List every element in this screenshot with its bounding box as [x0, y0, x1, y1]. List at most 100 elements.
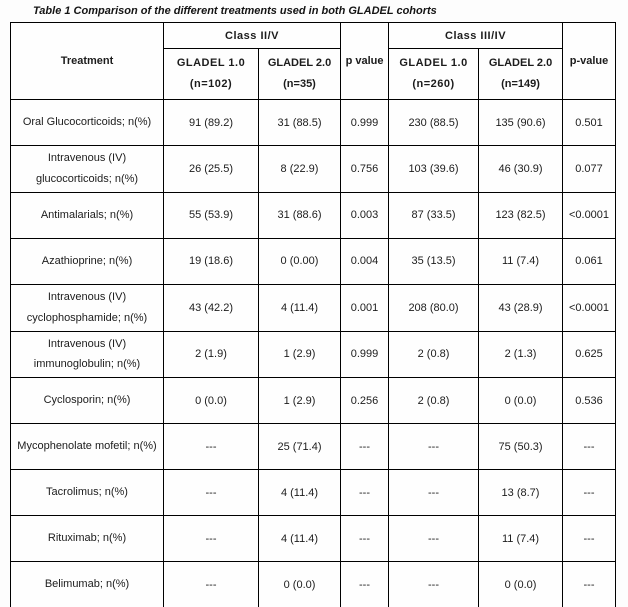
cohort-name: GLADEL 1.0: [399, 57, 468, 70]
value-cell: 0.001: [340, 283, 390, 332]
treatment-cell: Tacrolimus; n(%): [10, 469, 164, 517]
value-cell: 0.061: [562, 237, 617, 285]
value-cell: <0.0001: [562, 283, 617, 332]
value-cell: ---: [163, 515, 259, 563]
value-cell: 87 (33.5): [388, 191, 480, 239]
value-cell: ---: [340, 469, 390, 517]
treatments-table: Treatment Class II/V p value Class III/I…: [10, 22, 617, 607]
table-row: Intravenous (IV) cyclophosphamide; n(%) …: [10, 283, 617, 332]
value-cell: 1 (2.9): [257, 330, 342, 379]
value-cell: <0.0001: [562, 191, 617, 239]
value-cell: 208 (80.0): [388, 283, 480, 332]
value-cell: ---: [388, 469, 480, 517]
value-cell: 0 (0.0): [257, 561, 342, 607]
value-cell: 26 (25.5): [163, 145, 259, 193]
value-cell: 0.077: [562, 145, 617, 193]
value-cell: 0 (0.0): [163, 377, 259, 425]
table-row: Cyclosporin; n(%) 0 (0.0) 1 (2.9) 0.256 …: [10, 377, 617, 425]
header-class-ii-v: Class II/V: [162, 22, 342, 49]
value-cell: ---: [388, 423, 480, 471]
value-cell: ---: [562, 515, 617, 563]
table-row: Rituximab; n(%) --- 4 (11.4) --- --- 11 …: [10, 515, 617, 563]
header-gladel10-n102: GLADEL 1.0 (n=102): [163, 48, 259, 100]
value-cell: 0 (0.00): [257, 237, 342, 285]
value-cell: 0.999: [340, 99, 390, 146]
value-cell: 43 (42.2): [163, 283, 259, 332]
value-cell: 123 (82.5): [478, 191, 564, 239]
treatment-cell: Azathioprine; n(%): [10, 237, 164, 285]
value-cell: ---: [340, 561, 390, 607]
cohort-n: (n=260): [412, 78, 455, 90]
header-treatment: Treatment: [10, 22, 164, 100]
value-cell: 11 (7.4): [478, 515, 564, 563]
table-row: Mycophenolate mofetil; n(%) --- 25 (71.4…: [10, 423, 617, 471]
value-cell: ---: [163, 561, 259, 607]
table-row: Oral Glucocorticoids; n(%) 91 (89.2) 31 …: [10, 99, 617, 146]
header-p-value-right: p-value: [562, 22, 617, 100]
cohort-n: (n=102): [189, 78, 233, 90]
header-gladel10-n260: GLADEL 1.0 (n=260): [388, 48, 480, 100]
header-row-class: Treatment Class II/V p value Class III/I…: [10, 22, 617, 100]
cohort-name: GLADEL 2.0: [488, 57, 553, 70]
table-row: Antimalarials; n(%) 55 (53.9) 31 (88.6) …: [10, 191, 617, 239]
value-cell: 25 (71.4): [257, 423, 342, 471]
value-cell: 0.501: [562, 99, 617, 146]
header-gladel20-n149: GLADEL 2.0 (n=149): [478, 48, 564, 100]
value-cell: 230 (88.5): [388, 99, 480, 146]
value-cell: 8 (22.9): [257, 145, 342, 193]
header-row-cohorts: GLADEL 1.0 (n=102) GLADEL 2.0 (n=35) GLA…: [11, 48, 616, 100]
value-cell: ---: [340, 515, 390, 563]
table-row: Tacrolimus; n(%) --- 4 (11.4) --- --- 13…: [10, 469, 617, 517]
value-cell: 4 (11.4): [257, 515, 342, 563]
value-cell: ---: [163, 469, 259, 517]
header-p-value-left: p value: [340, 22, 390, 100]
value-cell: ---: [562, 561, 617, 607]
value-cell: 0.625: [562, 330, 617, 379]
value-cell: 75 (50.3): [478, 423, 564, 471]
value-cell: 46 (30.9): [478, 145, 564, 193]
value-cell: 43 (28.9): [478, 283, 564, 332]
cohort-name: GLADEL 1.0: [176, 57, 246, 70]
table-row: Intravenous (IV) immunoglobulin; n(%) 2 …: [10, 330, 617, 379]
value-cell: 4 (11.4): [257, 469, 342, 517]
value-cell: ---: [163, 423, 259, 471]
value-cell: 103 (39.6): [388, 145, 480, 193]
value-cell: 11 (7.4): [478, 237, 564, 285]
value-cell: 31 (88.6): [257, 191, 342, 239]
value-cell: 13 (8.7): [478, 469, 564, 517]
value-cell: 31 (88.5): [257, 99, 342, 146]
treatment-cell: Oral Glucocorticoids; n(%): [10, 99, 164, 146]
treatment-cell: Antimalarials; n(%): [10, 191, 164, 239]
value-cell: 1 (2.9): [257, 377, 342, 425]
value-cell: 0.536: [562, 377, 617, 425]
value-cell: 2 (0.8): [388, 330, 480, 379]
value-cell: 0.003: [340, 191, 390, 239]
cohort-n: (n=35): [283, 78, 316, 90]
treatment-cell: Intravenous (IV) immunoglobulin; n(%): [10, 330, 164, 379]
treatment-cell: Rituximab; n(%): [10, 515, 164, 563]
value-cell: ---: [340, 423, 390, 471]
cohort-name: GLADEL 2.0: [267, 57, 332, 70]
treatment-cell: Belimumab; n(%): [10, 561, 164, 607]
value-cell: 55 (53.9): [163, 191, 259, 239]
value-cell: 2 (0.8): [388, 377, 480, 425]
value-cell: 2 (1.3): [478, 330, 564, 379]
value-cell: 135 (90.6): [478, 99, 564, 146]
table-row: Intravenous (IV) glucocorticoids; n(%) 2…: [10, 145, 617, 193]
table-row: Azathioprine; n(%) 19 (18.6) 0 (0.00) 0.…: [10, 237, 617, 285]
table-row: Belimumab; n(%) --- 0 (0.0) --- --- 0 (0…: [10, 561, 617, 607]
value-cell: 2 (1.9): [163, 330, 259, 379]
treatment-cell: Cyclosporin; n(%): [10, 377, 164, 425]
value-cell: 35 (13.5): [388, 237, 480, 285]
value-cell: ---: [562, 423, 617, 471]
value-cell: ---: [388, 561, 480, 607]
table-caption: Table 1 Comparison of the different trea…: [33, 5, 437, 17]
value-cell: 0 (0.0): [478, 561, 564, 607]
treatment-cell: Intravenous (IV) cyclophosphamide; n(%): [10, 283, 164, 332]
header-gladel20-n35: GLADEL 2.0 (n=35): [257, 48, 342, 100]
treatment-cell: Intravenous (IV) glucocorticoids; n(%): [10, 145, 164, 193]
value-cell: 4 (11.4): [257, 283, 342, 332]
treatment-cell: Mycophenolate mofetil; n(%): [10, 423, 164, 471]
value-cell: 91 (89.2): [163, 99, 259, 146]
